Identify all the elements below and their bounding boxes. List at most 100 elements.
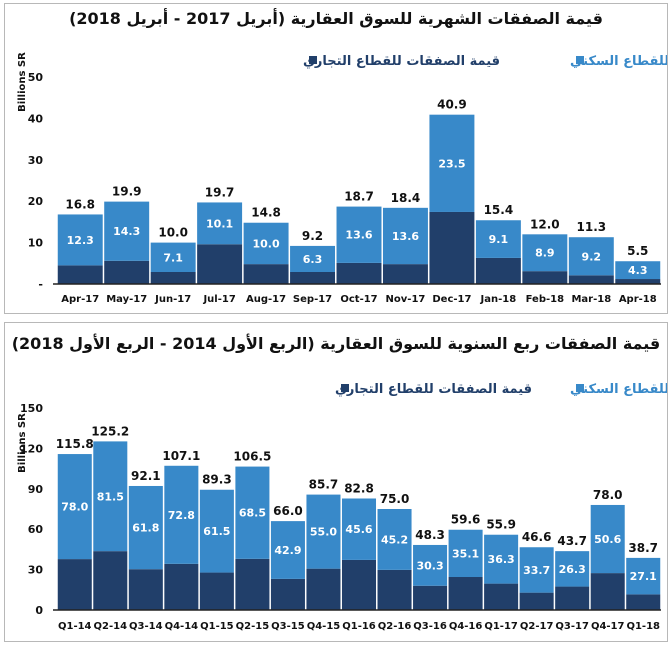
total-value-label: 75.0 [380,492,410,506]
residential-value-label: 23.5 [438,157,465,170]
bar-commercial [429,211,475,284]
legend-swatch-residential [576,56,584,64]
bar-residential [290,245,336,272]
total-value-label: 82.8 [344,481,374,495]
y-tick-label: 90 [28,483,44,496]
bar-commercial [615,279,661,284]
quarterly-chart: قيمة الصفقات ربع السنوية للسوق العقارية … [12,334,667,632]
x-category-label: Jan-18 [480,294,517,305]
residential-value-label: 61.5 [203,525,230,538]
bar-commercial [475,257,521,284]
total-value-label: 78.0 [593,488,623,502]
total-value-label: 107.1 [162,449,200,463]
bar-residential [150,242,196,272]
x-category-label: Jun-17 [154,294,191,305]
bar-residential [413,544,448,586]
bar-residential [626,557,661,595]
residential-value-label: 50.6 [594,533,621,546]
bar-residential [555,551,590,587]
bar-commercial [243,264,289,284]
y-tick-label: 0 [35,604,43,617]
bar-residential [429,114,475,212]
residential-value-label: 13.6 [392,230,419,243]
bar-commercial [197,244,243,284]
y-tick-label: 120 [20,442,43,455]
residential-value-label: 78.0 [61,501,88,514]
total-value-label: 5.5 [627,244,648,258]
total-value-label: 15.4 [484,203,514,217]
bar-commercial [448,577,483,610]
residential-value-label: 7.1 [163,251,183,264]
total-value-label: 40.9 [437,98,467,112]
bar-commercial [382,264,428,284]
residential-value-label: 55.0 [310,526,337,539]
bar-commercial [290,271,336,284]
total-value-label: 59.6 [451,513,481,527]
residential-value-label: 35.1 [452,547,479,560]
y-tick-label: - [38,278,43,291]
bar-residential [128,485,163,570]
bar-residential [57,214,103,266]
x-category-label: Feb-18 [526,294,564,305]
x-category-label: Q4-14 [165,621,199,632]
bar-commercial [164,563,199,610]
bar-commercial [93,551,128,610]
chart-title: قيمة الصفقات ربع السنوية للسوق العقارية … [12,334,661,353]
monthly-chart-panel: قيمة الصفقات الشهرية للسوق العقارية (أبر… [4,3,668,314]
residential-value-label: 30.3 [416,559,443,572]
residential-value-label: 72.8 [168,509,195,522]
total-value-label: 16.8 [65,197,95,211]
x-category-label: Q3-14 [129,621,163,632]
x-category-label: Oct-17 [340,294,377,305]
bar-commercial [336,262,382,284]
total-value-label: 66.0 [273,504,303,518]
legend-label-residential: قيمة الصفقات للقطاع السكني [570,54,667,69]
y-tick-label: 60 [28,523,44,536]
legend-swatch-residential [576,384,584,392]
bar-residential [377,509,412,570]
total-value-label: 18.7 [344,190,374,204]
bar-commercial [341,559,377,610]
bar-commercial [128,569,163,610]
x-category-label: May-17 [106,294,147,305]
total-value-label: 12.0 [530,217,560,231]
bar-residential [199,489,234,573]
legend-label-commercial: قيمة الصفقات للقطاع التجاري [303,54,500,69]
legend-label-residential: قيمة الصفقات للقطاع السكني [570,382,667,397]
x-category-label: Aug-17 [246,294,286,305]
total-value-label: 10.0 [158,226,188,240]
bar-residential [519,547,554,593]
bar-commercial [377,569,412,610]
monthly-bars: - 10 20 30 40 50 12.3 16.8 Apr-17 14.3 19.9 May-17 7… [28,71,661,305]
bar-residential [568,237,614,276]
bar-residential [484,534,519,584]
bar-residential [341,498,377,560]
bar-residential [590,504,625,574]
total-value-label: 19.7 [205,185,235,199]
residential-value-label: 6.3 [303,253,323,266]
bar-residential [382,207,428,265]
total-value-label: 125.2 [91,424,129,438]
bar-commercial [519,592,554,610]
x-category-label: Nov-17 [386,294,426,305]
total-value-label: 48.3 [415,528,445,542]
residential-value-label: 33.7 [523,564,550,577]
bar-residential [235,466,270,559]
y-axis-label: Billions SR [17,52,28,112]
bar-residential [270,521,305,579]
x-category-label: Q2-15 [236,621,270,632]
total-value-label: 14.8 [251,206,281,220]
x-category-label: Q4-17 [591,621,625,632]
bar-residential [448,529,483,578]
x-category-label: Q1-17 [484,621,518,632]
total-value-label: 92.1 [131,469,161,483]
residential-value-label: 9.2 [582,250,602,263]
total-value-label: 46.6 [522,530,552,544]
bar-residential [57,454,92,560]
bar-residential [104,201,150,261]
residential-value-label: 68.5 [239,507,266,520]
total-value-label: 115.8 [56,437,94,451]
total-value-label: 89.3 [202,473,232,487]
total-value-label: 19.9 [112,185,142,199]
x-category-label: Q3-17 [555,621,589,632]
